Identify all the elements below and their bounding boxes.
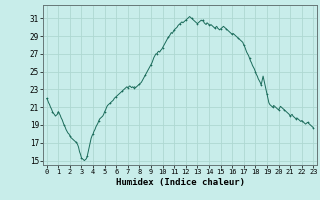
X-axis label: Humidex (Indice chaleur): Humidex (Indice chaleur) xyxy=(116,178,244,187)
